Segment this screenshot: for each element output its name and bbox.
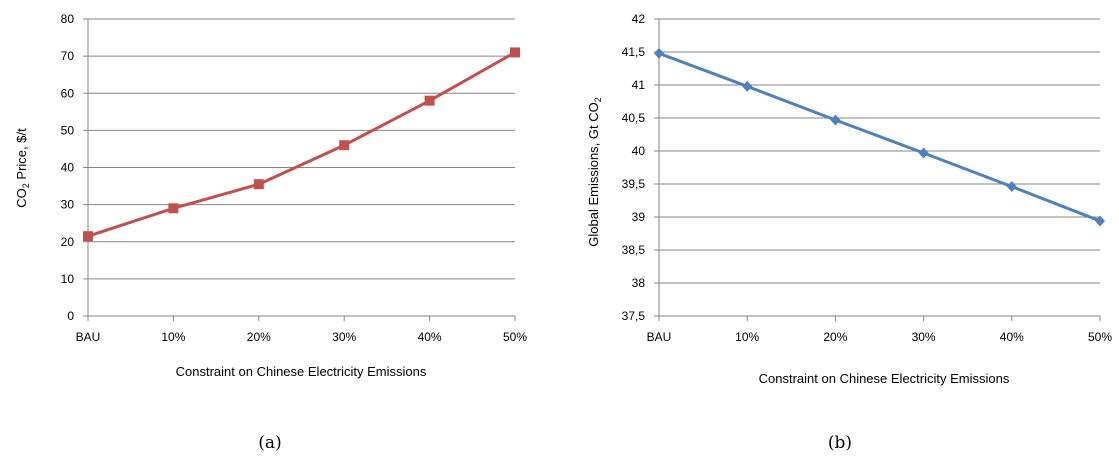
y-tick-label: 70 (61, 49, 75, 63)
series-line (87, 51, 516, 238)
y-tick-label: 39,5 (622, 177, 646, 191)
x-tick-label: 40% (1000, 330, 1024, 344)
y-tick-label: 38 (632, 276, 646, 290)
caption-a: (a) (258, 433, 281, 453)
y-tick-label: 38,5 (622, 243, 646, 257)
y-tick-label: 50 (61, 123, 75, 137)
y-axis-title: Global Emissions, Gt CO2 (586, 97, 603, 247)
y-tick-label: 0 (67, 309, 74, 323)
data-point (830, 114, 841, 126)
y-tick-label: 30 (61, 198, 75, 212)
y-tick-label: 60 (61, 86, 75, 100)
x-tick-label: 40% (418, 330, 442, 344)
x-tick-label: BAU (76, 330, 101, 344)
caption-b: (b) (828, 433, 852, 453)
x-axis-title: Constraint on Chinese Electricity Emissi… (759, 371, 1010, 386)
data-point (918, 147, 929, 159)
y-axis-title: CO2 Price, $/t (14, 128, 31, 208)
y-tick-label: 41,5 (622, 45, 646, 59)
data-point (1095, 215, 1105, 227)
y-tick-label: 41 (632, 78, 646, 92)
y-tick-label: 42 (632, 12, 646, 26)
x-tick-label: 50% (503, 330, 527, 344)
y-tick-label: 20 (61, 235, 75, 249)
x-tick-label: 20% (823, 330, 847, 344)
data-point (510, 47, 520, 58)
y-tick-label: 40,5 (622, 111, 646, 125)
y-tick-label: 80 (61, 12, 75, 26)
x-tick-label: 50% (1088, 330, 1112, 344)
y-tick-label: 37,5 (622, 309, 646, 323)
data-point (742, 80, 753, 92)
x-tick-label: BAU (647, 330, 672, 344)
y-tick-label: 40 (61, 161, 75, 175)
data-point (168, 203, 179, 214)
x-axis-title: Constraint on Chinese Electricity Emissi… (176, 364, 427, 379)
data-point (1006, 181, 1017, 193)
data-point (339, 140, 350, 151)
x-tick-label: 30% (332, 330, 356, 344)
x-tick-label: 30% (912, 330, 936, 344)
y-tick-label: 39 (632, 210, 646, 224)
x-tick-label: 10% (161, 330, 185, 344)
y-tick-label: 40 (632, 144, 646, 158)
series-line (658, 51, 1101, 223)
data-point (654, 47, 664, 59)
chart-b: 37,5 38 38,5 39 39,5 40 40,5 41 41,5 42 BAU 10% 20%… (586, 12, 1112, 453)
x-tick-label: 20% (247, 330, 271, 344)
x-tick-label: 10% (735, 330, 759, 344)
data-point (83, 231, 93, 242)
y-tick-label: 10 (61, 272, 75, 286)
chart-a: 0 10 20 30 40 50 60 70 80 BAU 10% 20% 30% 40% 50% Con… (14, 12, 527, 453)
data-point (424, 95, 435, 106)
data-point (253, 179, 264, 190)
